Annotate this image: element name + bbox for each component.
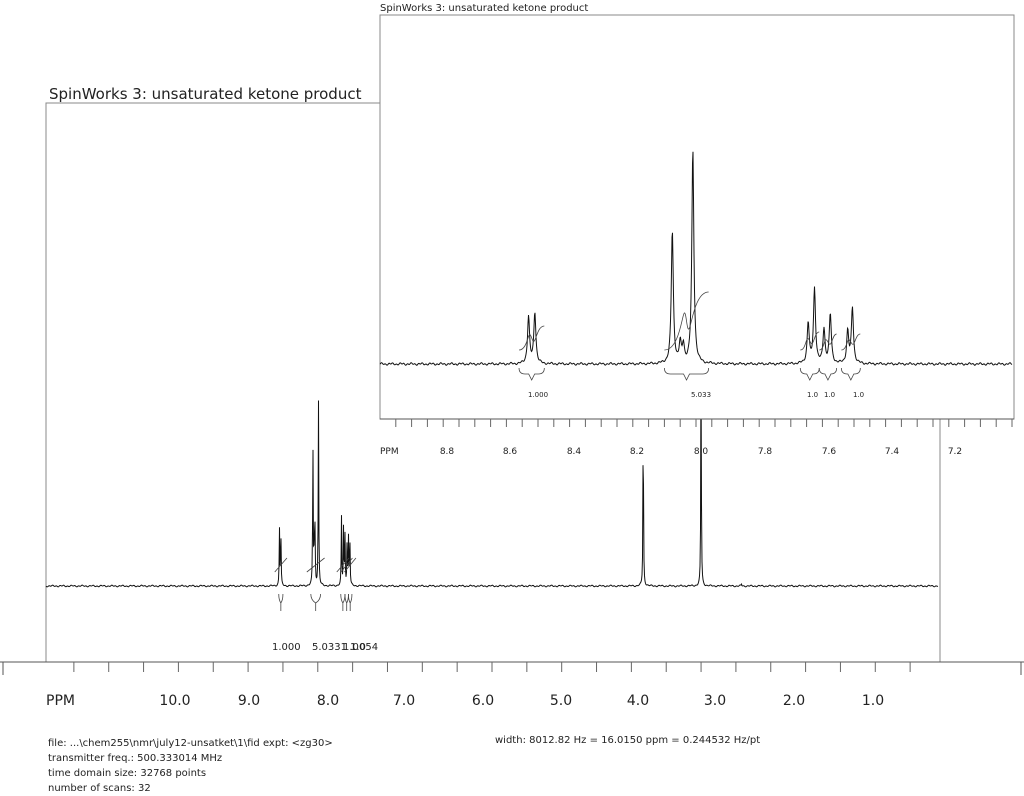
time-domain-size-text: time domain size: 32768 points [48,768,207,779]
main-integral-label: 054 [359,642,378,653]
inset-tick-label: 8.6 [503,447,518,457]
main-plot-title: SpinWorks 3: unsaturated ketone product [49,85,362,103]
main-tick-label: 1.0 [862,693,884,709]
inset-tick-label: 8.4 [567,447,582,457]
inset-integral-curve [518,325,545,351]
inset-integral-label: 1.000 [528,391,548,399]
main-integral-curve [344,557,357,573]
main-tick-label: 9.0 [238,693,260,709]
inset-tick-label: 8.8 [440,447,455,457]
inset-integral-label: 1.0 [853,391,864,399]
inset-integral-bracket [818,367,838,381]
inset-integral-curve [800,331,820,351]
inset-integral-bracket [840,367,861,381]
main-integral-bracket [278,593,284,611]
main-integral-brackets [274,557,357,611]
inset-plot-frame [379,14,1015,420]
inset-x-axis-ticks [395,419,1013,427]
main-tick-label: 6.0 [472,693,494,709]
inset-tick-label: 7.6 [822,447,837,457]
main-integral-bracket [348,593,353,611]
inset-integral-curve [664,291,709,351]
main-tick-label: 7.0 [393,693,415,709]
number-of-scans-text: number of scans: 32 [48,783,151,794]
main-integral-label: 5.0331 [312,642,347,653]
inset-plot-title: SpinWorks 3: unsaturated ketone product [380,3,588,14]
main-x-axis-tick-labels: 10.0 9.0 8.0 7.0 6.0 5.0 4.0 3.0 2.0 1.0 [159,693,884,709]
inset-integral-label: 1.0 [807,391,818,399]
inset-tick-label: 7.2 [948,447,962,457]
main-x-axis-ticks [73,662,911,672]
inset-integral-bracket [518,367,545,381]
main-integral-label: 1.000 [272,642,301,653]
main-tick-label: 8.0 [317,693,339,709]
main-integral-bracket [340,593,346,611]
main-integral-bracket [310,593,321,611]
inset-integral-label: 5.033 [691,391,711,399]
main-tick-label: 10.0 [159,693,190,709]
inset-integral-bracket [664,367,710,381]
main-tick-label: 2.0 [783,693,805,709]
main-tick-label: 5.0 [550,693,572,709]
main-integral-curve [306,557,325,573]
main-integral-curve [274,557,288,573]
main-spectrum-trace [45,354,939,588]
inset-integral-curve [819,333,837,351]
main-integral-label: 1.0 [343,642,359,653]
inset-spectrum-trace [379,151,1013,366]
inset-tick-label: 8.2 [630,447,644,457]
main-integral-curve [336,557,350,573]
main-integral-bracket [344,593,349,611]
main-integral-labels: 1.000 5.0331 1.0 1.0 054 [272,642,378,653]
main-integral-curve [340,557,353,573]
inset-integral-curve [841,333,861,351]
inset-tick-label: 8.0 [694,447,709,457]
inset-integral-label: 1.0 [824,391,835,399]
acquisition-info: file: ...\chem255\nmr\july12-unsatket\1\… [48,736,333,796]
file-path-text: file: ...\chem255\nmr\july12-unsatket\1\… [48,738,333,749]
inset-x-axis-label: PPM [380,447,399,457]
transmitter-freq-text: transmitter freq.: 500.333014 MHz [48,753,223,764]
main-integral-label: 1.0 [350,642,366,653]
inset-integral-curves [518,291,861,381]
main-tick-label: 3.0 [704,693,726,709]
main-tick-label: 4.0 [627,693,649,709]
inset-tick-label: 7.4 [885,447,900,457]
inset-integral-bracket [799,367,820,381]
spectral-width-text: width: 8012.82 Hz = 16.0150 ppm = 0.2445… [495,735,761,746]
inset-x-axis-tick-labels: 8.8 8.6 8.4 8.2 8.0 7.8 7.6 7.4 7.2 [440,447,962,457]
main-x-axis-label: PPM [46,693,75,709]
inset-tick-label: 7.8 [758,447,773,457]
inset-integral-labels: 1.000 5.033 1.0 1.0 1.0 [528,391,864,399]
